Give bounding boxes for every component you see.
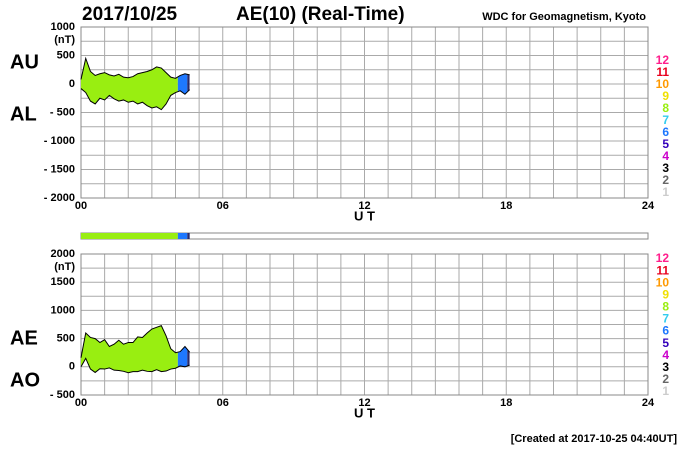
y-tick-label: - 500: [50, 106, 75, 118]
legend-entry: 12: [656, 251, 670, 265]
legend-entry: 3: [662, 161, 669, 175]
y-axis-label: (nT): [54, 261, 75, 273]
x-axis-label: U T: [354, 208, 375, 223]
legend-entry: 8: [662, 300, 669, 314]
legend-entry: 1: [662, 384, 669, 398]
series-line: [80, 88, 191, 111]
x-tick-label: 24: [642, 397, 655, 409]
x-tick-label: 12: [358, 200, 370, 212]
legend-entry: 11: [656, 65, 669, 79]
y-tick-label: - 500: [50, 389, 75, 401]
status-segment: [187, 233, 190, 239]
series-label: AE: [10, 327, 38, 349]
legend-entry: 2: [662, 173, 669, 187]
x-tick-label: 00: [75, 397, 87, 409]
y-tick-label: 1000: [51, 21, 75, 33]
legend-entry: 4: [662, 348, 669, 362]
status-segment: [177, 233, 188, 239]
legend-entry: 5: [662, 336, 669, 350]
legend-entry: 8: [662, 101, 669, 115]
plot-frame: [80, 26, 649, 199]
footer: [Created at 2017-10-25 04:40UT]: [511, 433, 678, 445]
x-axis-label: U T: [354, 405, 375, 420]
legend-entry: 11: [656, 263, 669, 277]
y-tick-label: 1500: [51, 276, 75, 288]
date: 2017/10/25: [82, 4, 178, 25]
status-segment: [81, 233, 178, 239]
band-fill: [81, 325, 178, 373]
legend-entry: 6: [662, 125, 669, 139]
y-tick-label: - 1000: [44, 135, 75, 147]
legend-entry: 3: [662, 360, 669, 374]
legend-entry: 9: [662, 89, 669, 103]
band-fill: [81, 58, 178, 110]
x-tick-label: 18: [500, 200, 512, 212]
y-tick-label: - 2000: [44, 192, 75, 204]
legend-entry: 6: [662, 324, 669, 338]
y-tick-label: 500: [57, 333, 75, 345]
series-label: AL: [10, 103, 37, 125]
legend-entry: 1: [662, 185, 669, 199]
series-line: [80, 357, 190, 374]
x-tick-label: 06: [217, 200, 229, 212]
band-fill: [177, 73, 188, 95]
y-axis-label: (nT): [54, 34, 75, 46]
y-tick-label: 2000: [51, 248, 75, 260]
y-tick-label: 1000: [51, 304, 75, 316]
title: AE(10) (Real-Time): [236, 4, 405, 25]
y-tick-label: 500: [57, 49, 75, 61]
x-tick-label: 18: [500, 397, 512, 409]
plot-frame: [80, 253, 649, 396]
series-label: AO: [10, 369, 40, 391]
legend-entry: 5: [662, 137, 669, 151]
source: WDC for Geomagnetism, Kyoto: [482, 11, 646, 23]
legend-entry: 10: [656, 275, 670, 289]
x-tick-label: 06: [217, 397, 229, 409]
legend-entry: 2: [662, 372, 669, 386]
legend-entry: 10: [656, 77, 670, 91]
x-tick-label: 24: [642, 200, 655, 212]
series-line: [80, 56, 190, 80]
series-line: [80, 325, 191, 358]
x-tick-label: 12: [358, 397, 370, 409]
y-tick-label: 0: [69, 361, 75, 373]
series-label: AU: [10, 51, 39, 73]
legend-entry: 7: [662, 113, 669, 127]
legend-entry: 7: [662, 312, 669, 326]
legend-entry: 12: [656, 53, 670, 67]
legend-entry: 4: [662, 149, 669, 163]
y-tick-label: - 1500: [44, 163, 75, 175]
x-tick-label: 00: [75, 200, 87, 212]
y-tick-label: 0: [69, 78, 75, 90]
band-fill: [187, 74, 190, 92]
band-fill: [187, 349, 190, 366]
legend-entry: 9: [662, 287, 669, 301]
